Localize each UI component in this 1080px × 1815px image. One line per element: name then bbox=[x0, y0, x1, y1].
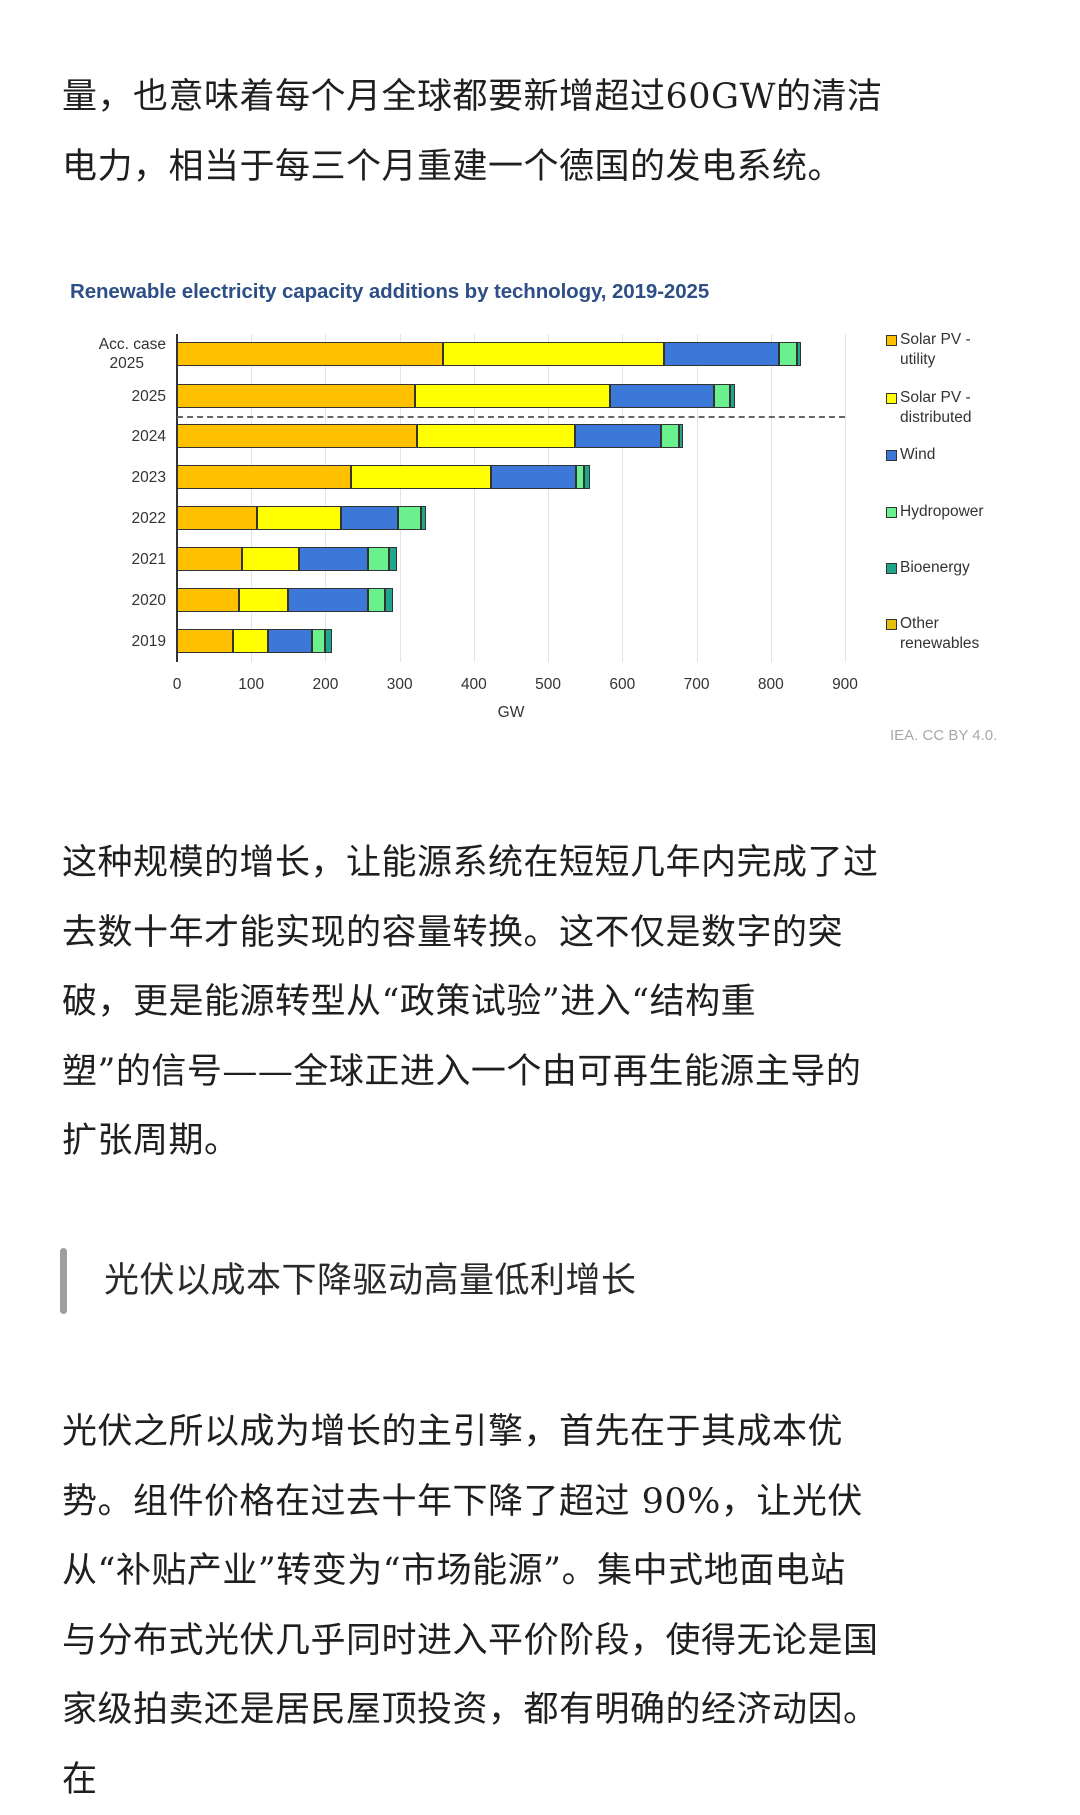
x-tick-label: 700 bbox=[684, 676, 710, 694]
bar-segment-bioenergy bbox=[421, 506, 426, 530]
bar-segment-wind bbox=[268, 629, 313, 653]
y-category-label: 2022 bbox=[132, 509, 166, 528]
forecast-separator-line bbox=[177, 416, 845, 418]
x-tick-label: 800 bbox=[758, 676, 784, 694]
bar-segment-hydropower bbox=[576, 465, 584, 489]
legend-swatch-icon bbox=[886, 563, 897, 574]
bar-segment-solar-pv-distributed bbox=[417, 424, 574, 448]
y-category-label: 2023 bbox=[132, 468, 166, 487]
section-heading-text: 光伏以成本下降驱动高量低利增长 bbox=[104, 1258, 637, 1304]
text-line: 光伏之所以成为增长的主引擎，首先在于其成本优 bbox=[62, 1398, 1022, 1468]
text-line: 破，更是能源转型从“政策试验”进入“结构重 bbox=[62, 968, 1022, 1038]
bar-segment-wind bbox=[491, 465, 576, 489]
bar-segment-wind bbox=[299, 547, 368, 571]
paragraph-growth: 这种规模的增长，让能源系统在短短几年内完成了过 去数十年才能实现的容量转换。这不… bbox=[62, 829, 1022, 1177]
text-line: 这种规模的增长，让能源系统在短短几年内完成了过 bbox=[62, 829, 1022, 899]
x-tick-label: 500 bbox=[535, 676, 561, 694]
y-category-label: 2024 bbox=[132, 427, 166, 446]
text-line: 扩张周期。 bbox=[62, 1107, 1022, 1177]
legend-label: Bioenergy bbox=[900, 558, 1020, 578]
legend-swatch-icon bbox=[886, 507, 897, 518]
heading-accent-bar bbox=[60, 1248, 67, 1314]
bar-segment-hydropower bbox=[312, 629, 325, 653]
section-heading: 光伏以成本下降驱动高量低利增长 bbox=[60, 1248, 1020, 1314]
text-line: 家级拍卖还是居民屋顶投资，都有明确的经济动因。 bbox=[62, 1676, 1022, 1746]
bar-segment-hydropower bbox=[398, 506, 421, 530]
x-tick-label: 300 bbox=[387, 676, 413, 694]
text-line: 从“补贴产业”转变为“市场能源”。集中式地面电站 bbox=[62, 1537, 1022, 1607]
bar-segment-solar-pv-distributed bbox=[351, 465, 491, 489]
text-line: 与分布式光伏几乎同时进入平价阶段，使得无论是国 bbox=[62, 1607, 1022, 1677]
legend-label: Solar PV -distributed bbox=[900, 388, 1020, 428]
text-line: 量，也意味着每个月全球都要新增超过60GW的清洁 bbox=[62, 63, 1022, 133]
text-line: 势。组件价格在过去十年下降了超过 90%，让光伏 bbox=[62, 1468, 1022, 1538]
bar-segment-solar-pv-distributed bbox=[257, 506, 341, 530]
bar-segment-hydropower bbox=[368, 547, 389, 571]
bar-segment-hydropower bbox=[714, 384, 730, 408]
bar-segment-wind bbox=[288, 588, 368, 612]
y-category-label: 2025 bbox=[132, 387, 166, 406]
bar-segment-solar-pv-utility bbox=[177, 342, 443, 366]
legend-swatch-icon bbox=[886, 619, 897, 630]
bar-segment-bioenergy bbox=[679, 424, 683, 448]
paragraph-intro: 量，也意味着每个月全球都要新增超过60GW的清洁 电力，相当于每三个月重建一个德… bbox=[62, 63, 1022, 202]
bar-segment-solar-pv-utility bbox=[177, 465, 351, 489]
bar-segment-solar-pv-distributed bbox=[415, 384, 609, 408]
bar-segment-wind bbox=[341, 506, 398, 530]
bar-segment-bioenergy bbox=[584, 465, 590, 489]
y-category-label: 2020 bbox=[132, 591, 166, 610]
bar-segment-solar-pv-utility bbox=[177, 629, 233, 653]
bar-segment-hydropower bbox=[779, 342, 797, 366]
legend-swatch-icon bbox=[886, 393, 897, 404]
bar-segment-wind bbox=[610, 384, 714, 408]
bar-segment-solar-pv-utility bbox=[177, 384, 415, 408]
text-line: 在 bbox=[62, 1746, 1022, 1815]
bar-segment-hydropower bbox=[368, 588, 384, 612]
bar-segment-bioenergy bbox=[389, 547, 397, 571]
legend-swatch-icon bbox=[886, 450, 897, 461]
bar-segment-bioenergy bbox=[385, 588, 393, 612]
text-line: 去数十年才能实现的容量转换。这不仅是数字的突 bbox=[62, 899, 1022, 969]
bar-segment-bioenergy bbox=[797, 342, 801, 366]
bar-segment-solar-pv-distributed bbox=[443, 342, 663, 366]
x-axis-label: GW bbox=[498, 704, 525, 722]
source-credit: IEA. CC BY 4.0. bbox=[890, 727, 997, 744]
bar-segment-solar-pv-utility bbox=[177, 424, 417, 448]
bar-segment-solar-pv-distributed bbox=[233, 629, 268, 653]
bar-segment-bioenergy bbox=[325, 629, 332, 653]
text-line: 塑”的信号——全球正进入一个由可再生能源主导的 bbox=[62, 1038, 1022, 1108]
capacity-additions-chart: Renewable electricity capacity additions… bbox=[0, 270, 1080, 760]
gridline bbox=[771, 334, 772, 662]
bar-segment-solar-pv-utility bbox=[177, 547, 242, 571]
bar-segment-wind bbox=[575, 424, 661, 448]
x-tick-label: 0 bbox=[173, 676, 182, 694]
x-tick-label: 600 bbox=[609, 676, 635, 694]
x-tick-label: 400 bbox=[461, 676, 487, 694]
bar-segment-hydropower bbox=[661, 424, 680, 448]
x-tick-label: 200 bbox=[313, 676, 339, 694]
bar-segment-wind bbox=[664, 342, 779, 366]
bar-segment-bioenergy bbox=[730, 384, 735, 408]
gridline bbox=[845, 334, 846, 662]
bar-segment-solar-pv-utility bbox=[177, 588, 239, 612]
x-tick-label: 900 bbox=[832, 676, 858, 694]
bar-segment-solar-pv-distributed bbox=[242, 547, 299, 571]
y-category-label: 2021 bbox=[132, 550, 166, 569]
legend-label: Solar PV -utility bbox=[900, 330, 1020, 370]
text-line: 电力，相当于每三个月重建一个德国的发电系统。 bbox=[62, 133, 1022, 203]
legend-label: Wind bbox=[900, 445, 1020, 465]
y-category-label: 2019 bbox=[132, 632, 166, 651]
bar-segment-solar-pv-distributed bbox=[239, 588, 288, 612]
legend-swatch-icon bbox=[886, 335, 897, 346]
legend-label: Hydropower bbox=[900, 502, 1020, 522]
x-tick-label: 100 bbox=[238, 676, 264, 694]
paragraph-solar-cost: 光伏之所以成为增长的主引擎，首先在于其成本优 势。组件价格在过去十年下降了超过 … bbox=[62, 1398, 1022, 1815]
bar-segment-solar-pv-utility bbox=[177, 506, 257, 530]
